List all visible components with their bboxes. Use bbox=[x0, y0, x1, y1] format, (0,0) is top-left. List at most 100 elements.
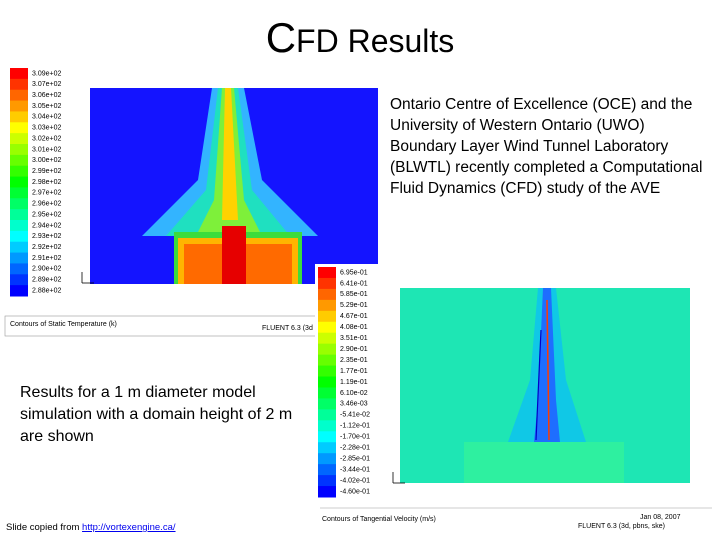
software: FLUENT 6.3 (3d bbox=[262, 325, 313, 332]
colorbar-swatch bbox=[318, 332, 336, 345]
software: FLUENT 6.3 (3d, pbns, ske) bbox=[578, 523, 665, 530]
colorbar-label: 2.92e+02 bbox=[32, 244, 61, 251]
caption: Contours of Static Temperature (k) bbox=[10, 321, 117, 328]
colorbar-label: 2.99e+02 bbox=[32, 168, 61, 175]
colorbar-swatch bbox=[318, 365, 336, 378]
colorbar-label: -3.44e-01 bbox=[340, 466, 370, 473]
colorbar-swatch bbox=[10, 122, 28, 134]
colorbar-swatch bbox=[10, 111, 28, 123]
colorbar-label: -4.60e-01 bbox=[340, 488, 370, 495]
colorbar-label: -2.85e-01 bbox=[340, 456, 370, 463]
colorbar-swatch bbox=[318, 267, 336, 279]
plume-streak bbox=[535, 329, 542, 441]
colorbar-label: 2.96e+02 bbox=[32, 201, 61, 208]
colorbar-label: 3.09e+02 bbox=[32, 70, 61, 77]
colorbar-swatch bbox=[10, 220, 28, 232]
colorbar-label: 3.05e+02 bbox=[32, 103, 61, 110]
footer: Slide copied from http://vortexengine.ca… bbox=[6, 522, 176, 533]
temperature-contour: Contours of Static Temperature (k) FLUEN… bbox=[4, 66, 383, 338]
colorbar-label: 1.77e-01 bbox=[340, 368, 368, 375]
colorbar-swatch bbox=[10, 241, 28, 254]
colorbar-label: -1.12e-01 bbox=[340, 423, 370, 430]
colorbar-swatch bbox=[318, 464, 336, 476]
colorbar-label: 3.46e-03 bbox=[340, 401, 368, 408]
colorbar-label: 2.98e+02 bbox=[32, 179, 61, 186]
colorbar-swatch bbox=[318, 376, 336, 388]
colorbar-swatch bbox=[10, 176, 28, 188]
plume-core bbox=[222, 88, 238, 220]
colorbar-swatch bbox=[10, 209, 28, 221]
colorbar-swatch bbox=[318, 310, 336, 323]
colorbar-swatch bbox=[10, 252, 28, 264]
colorbar-swatch bbox=[318, 409, 336, 421]
colorbar-label: 2.88e+02 bbox=[32, 287, 61, 294]
colorbar-label: -4.02e-01 bbox=[340, 477, 370, 484]
colorbar-label: 1.19e-01 bbox=[340, 379, 368, 386]
colorbar-swatch bbox=[10, 230, 28, 243]
colorbar-label: -2.28e-01 bbox=[340, 445, 370, 452]
colorbar-label: 2.97e+02 bbox=[32, 190, 61, 197]
colorbar-swatch bbox=[10, 78, 28, 91]
colorbar-swatch bbox=[10, 154, 28, 167]
colorbar-swatch bbox=[318, 398, 336, 410]
colorbar-label: 2.35e-01 bbox=[340, 357, 368, 364]
colorbar-label: 2.89e+02 bbox=[32, 277, 61, 284]
colorbar-swatch bbox=[10, 89, 28, 102]
colorbar-label: 3.51e-01 bbox=[340, 335, 368, 342]
colorbar-swatch bbox=[318, 277, 336, 290]
footer-link[interactable]: http://vortexengine.ca/ bbox=[82, 522, 176, 533]
base-core bbox=[222, 226, 246, 284]
colorbar-swatch bbox=[10, 100, 28, 112]
colorbar-swatch bbox=[10, 133, 28, 145]
colorbar-label: 2.93e+02 bbox=[32, 233, 61, 240]
colorbar-label: 6.95e-01 bbox=[340, 269, 368, 276]
colorbar-swatch bbox=[318, 486, 336, 498]
colorbar-swatch bbox=[10, 68, 28, 80]
colorbar-swatch bbox=[318, 453, 336, 465]
colorbar-label: 2.90e-01 bbox=[340, 346, 368, 353]
colorbar-swatch bbox=[10, 187, 28, 199]
colorbar-swatch bbox=[318, 420, 336, 432]
date: Jan 08, 2007 bbox=[640, 514, 681, 521]
colorbar-label: 5.29e-01 bbox=[340, 302, 368, 309]
colorbar-swatch bbox=[10, 263, 28, 275]
colorbar-label: 2.91e+02 bbox=[32, 255, 61, 262]
plume-core bbox=[534, 288, 560, 442]
colorbar-label: 5.85e-01 bbox=[340, 291, 368, 298]
colorbar-label: 2.95e+02 bbox=[32, 211, 61, 218]
colorbar-swatch bbox=[10, 198, 28, 210]
colorbar-label: 4.67e-01 bbox=[340, 313, 368, 320]
colorbar-label: -1.70e-01 bbox=[340, 434, 370, 441]
colorbar-label: 3.03e+02 bbox=[32, 125, 61, 132]
colorbar-label: -5.41e-02 bbox=[340, 412, 370, 419]
colorbar-swatch bbox=[318, 475, 336, 487]
colorbar-swatch bbox=[318, 354, 336, 367]
footer-text: Slide copied from bbox=[6, 522, 80, 533]
description: Ontario Centre of Excellence (OCE) and t… bbox=[390, 96, 703, 197]
results-note: Results for a 1 m diameter model simulat… bbox=[14, 376, 316, 454]
colorbar-label: 3.06e+02 bbox=[32, 92, 61, 99]
colorbar-swatch bbox=[10, 165, 28, 178]
colorbar-swatch bbox=[318, 387, 336, 399]
colorbar-label: 6.41e-01 bbox=[340, 280, 368, 287]
velocity-contour: Contours of Tangential Velocity (m/s) Ja… bbox=[315, 264, 715, 532]
colorbar-label: 2.94e+02 bbox=[32, 222, 61, 229]
colorbar-label: 3.01e+02 bbox=[32, 146, 61, 153]
colorbar-label: 3.02e+02 bbox=[32, 135, 61, 142]
colorbar-label: 2.90e+02 bbox=[32, 266, 61, 273]
colorbar-swatch bbox=[318, 442, 336, 454]
colorbar-swatch bbox=[318, 321, 336, 334]
colorbar-label: 3.04e+02 bbox=[32, 114, 61, 121]
colorbar-label: 3.00e+02 bbox=[32, 157, 61, 164]
plume-streak bbox=[546, 299, 550, 441]
colorbar-swatch bbox=[10, 285, 28, 297]
colorbar-swatch bbox=[318, 431, 336, 443]
slide-title: CFD Results bbox=[265, 14, 455, 61]
colorbar-swatch bbox=[10, 144, 28, 156]
colorbar-label: 4.08e-01 bbox=[340, 324, 368, 331]
colorbar-swatch bbox=[318, 288, 336, 301]
base bbox=[464, 442, 624, 483]
colorbar-label: 6.10e-02 bbox=[340, 390, 368, 397]
